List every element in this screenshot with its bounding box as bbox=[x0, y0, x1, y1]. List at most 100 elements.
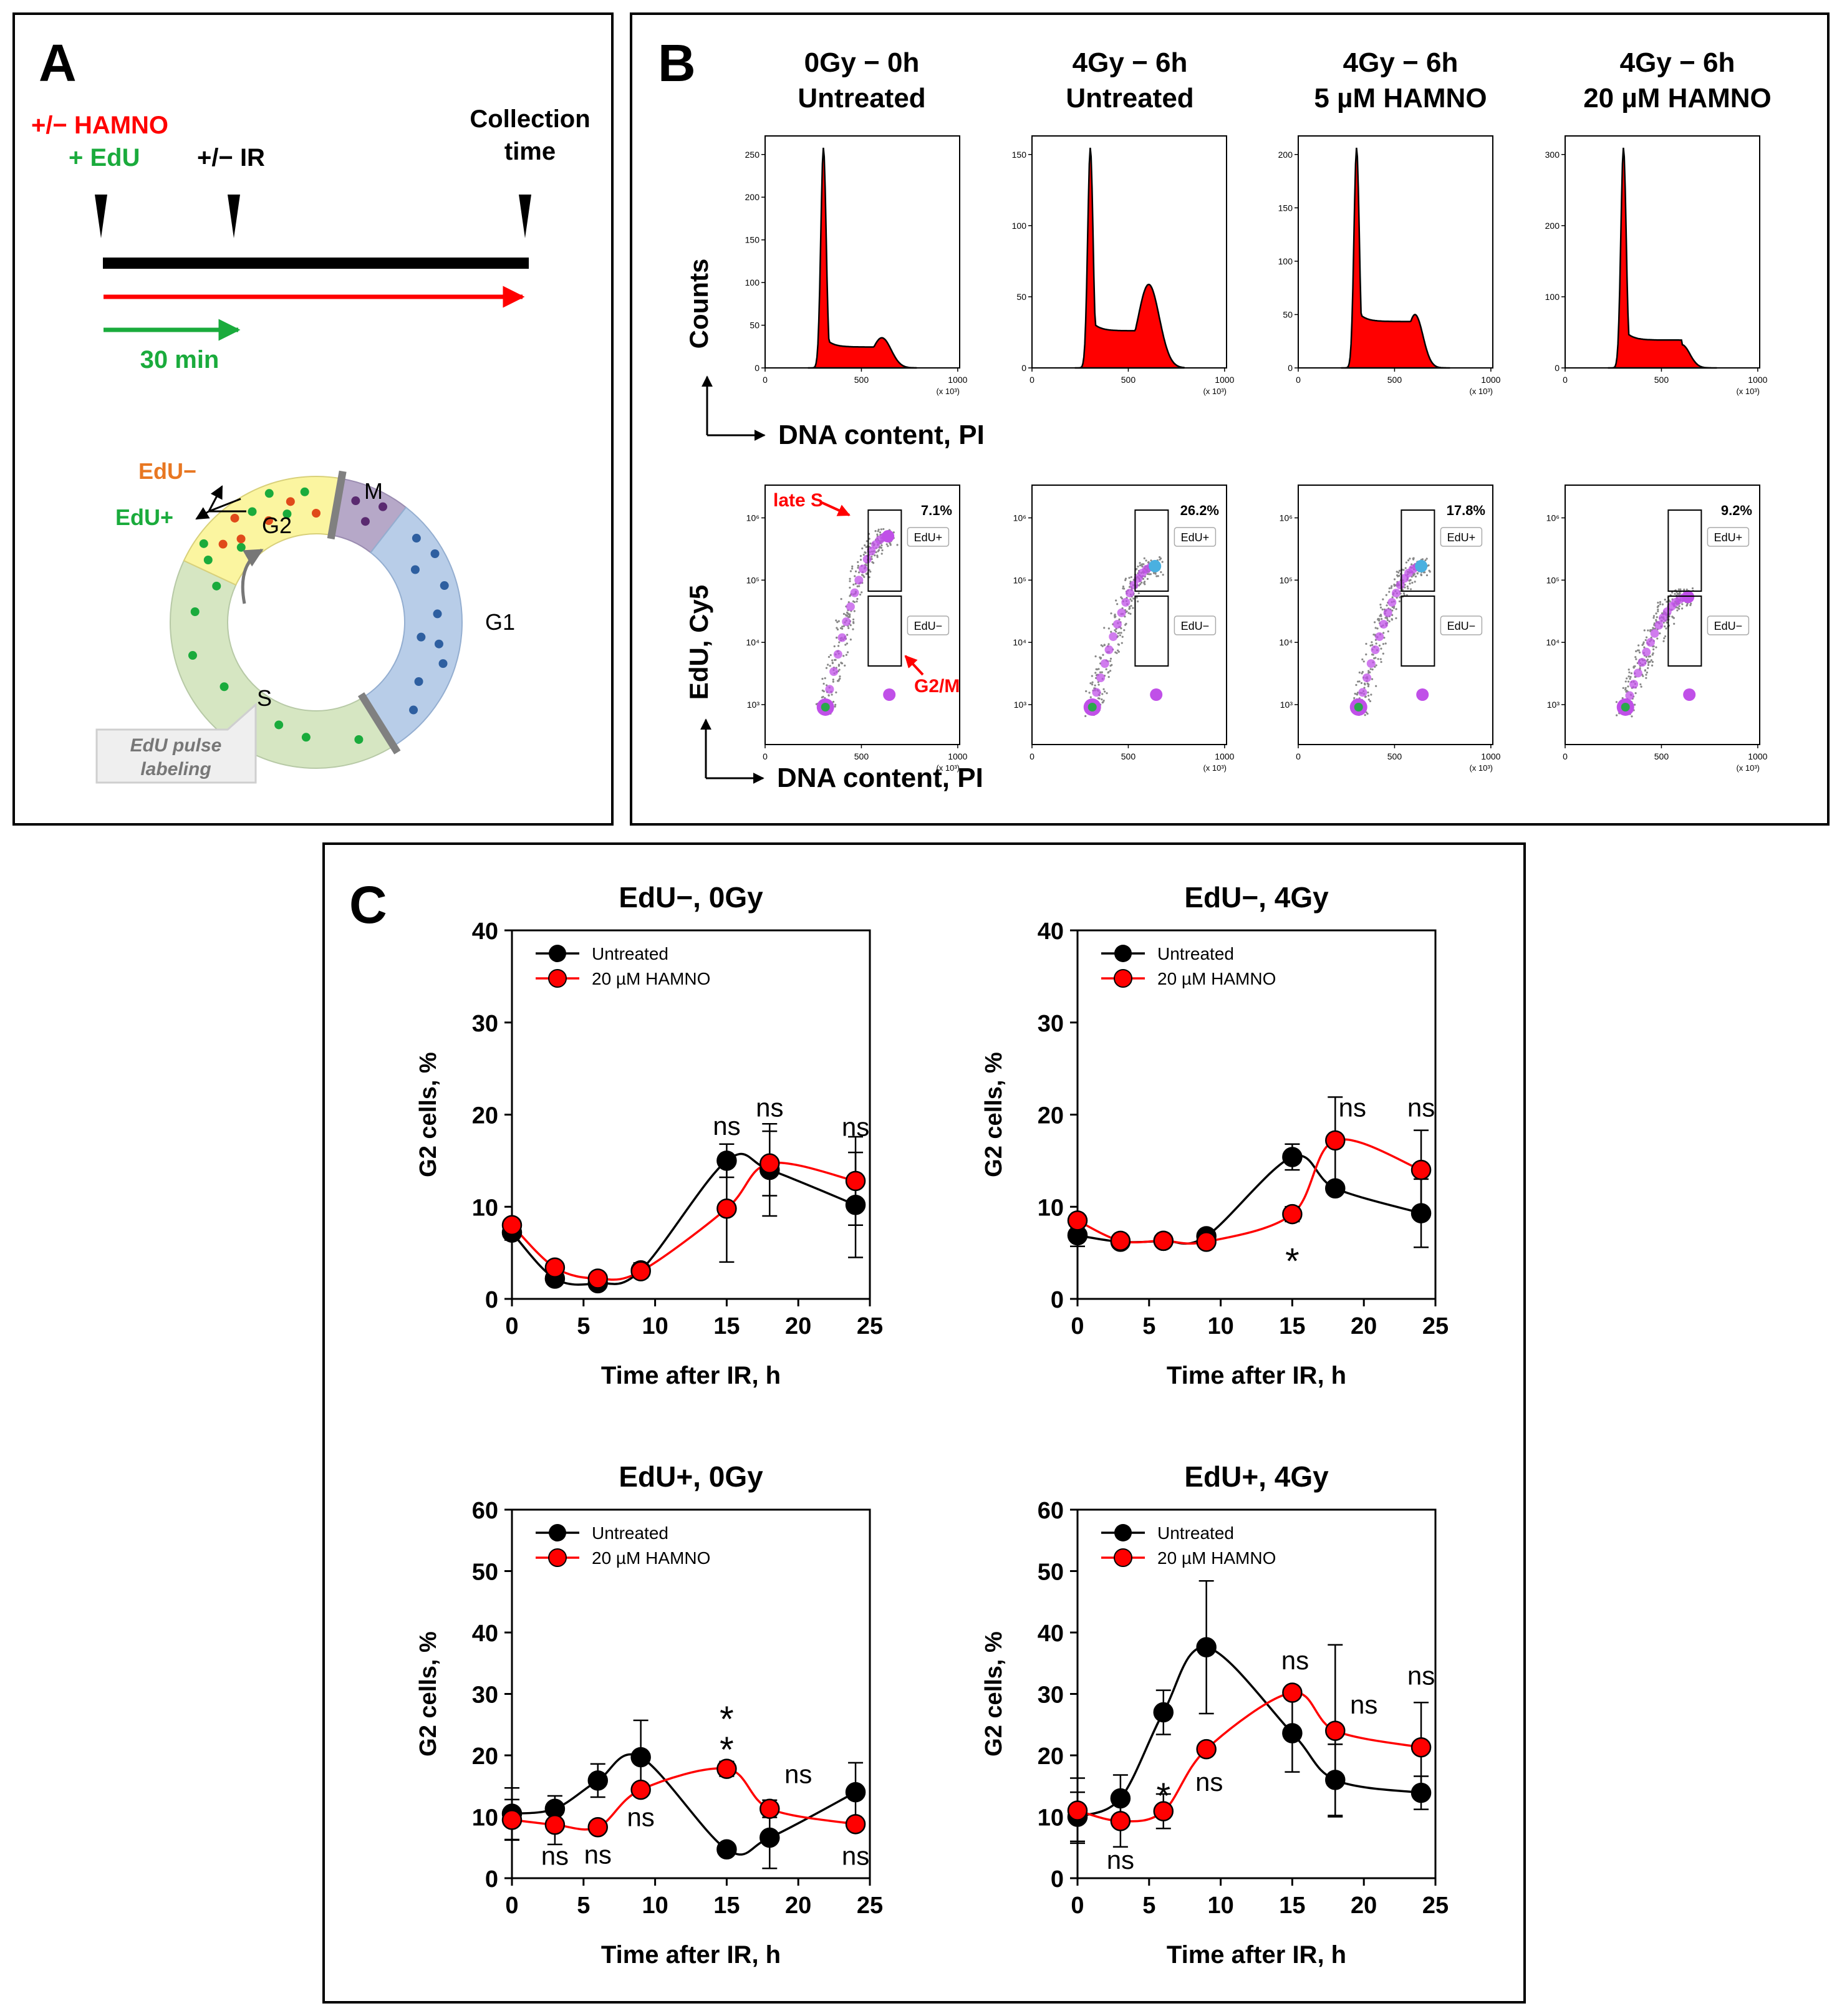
scatter-axes-key: DNA content, PI bbox=[700, 718, 983, 793]
event-density bbox=[1371, 645, 1380, 655]
event-dot bbox=[879, 531, 882, 534]
legend-label-hamno: 20 µM HAMNO bbox=[592, 969, 710, 988]
y-tick-label: 10 bbox=[472, 1805, 498, 1831]
panel-b-column: 4Gy − 6h Untreated 0 50 100 150 0 500 1000 (x 10³… bbox=[1012, 47, 1235, 773]
panel-b-letter: B bbox=[658, 34, 696, 92]
hist-y-tick-label: 200 bbox=[1278, 150, 1293, 160]
scatter-x-tick-label: 1000 bbox=[1748, 751, 1767, 761]
histogram-area bbox=[1074, 147, 1185, 369]
event-dot bbox=[1679, 588, 1682, 591]
callout-line-2: labeling bbox=[140, 759, 211, 779]
cell-dot bbox=[264, 489, 274, 498]
event-dot bbox=[1121, 635, 1124, 638]
event-dot bbox=[827, 655, 831, 658]
late-s-population bbox=[882, 530, 895, 543]
event-dot bbox=[1097, 668, 1100, 670]
data-point bbox=[716, 1150, 737, 1171]
edu-plus-label: EdU+ bbox=[115, 504, 173, 530]
panel-a-letter: A bbox=[39, 34, 77, 92]
event-dot bbox=[856, 597, 859, 600]
event-dot bbox=[1395, 617, 1397, 620]
event-dot bbox=[1391, 619, 1394, 621]
duration-label: 30 min bbox=[140, 346, 219, 374]
event-dot bbox=[1125, 622, 1127, 625]
event-dot bbox=[854, 575, 856, 577]
cell-dot bbox=[264, 516, 273, 525]
event-dot bbox=[1145, 559, 1147, 562]
event-dot bbox=[1369, 644, 1372, 647]
m-label: M bbox=[364, 478, 383, 504]
significance-label: ns bbox=[541, 1841, 569, 1870]
event-dot bbox=[1384, 617, 1387, 619]
event-dot bbox=[1655, 612, 1657, 615]
event-dot bbox=[1652, 615, 1656, 617]
histogram-area bbox=[1341, 147, 1450, 369]
event-dot bbox=[1120, 632, 1122, 634]
event-dot bbox=[868, 538, 870, 540]
series-line bbox=[511, 1162, 856, 1281]
hist-y-tick-label: 0 bbox=[1021, 363, 1026, 373]
hist-y-tick-label: 100 bbox=[1012, 221, 1027, 231]
x-axis-label: Time after IR, h bbox=[1167, 1362, 1346, 1389]
event-dot bbox=[853, 600, 856, 604]
data-point bbox=[1110, 1788, 1131, 1809]
event-dot bbox=[1161, 561, 1164, 563]
data-point bbox=[759, 1827, 780, 1848]
event-dot bbox=[1379, 606, 1382, 609]
hist-y-tick-label: 50 bbox=[1016, 292, 1026, 302]
event-density bbox=[1383, 608, 1392, 617]
scatter-x-tick-label: 1000 bbox=[948, 751, 967, 761]
event-dot bbox=[1424, 559, 1427, 562]
event-dot bbox=[1361, 672, 1363, 675]
event-dot bbox=[1126, 610, 1128, 613]
event-density bbox=[1392, 589, 1401, 598]
x-tick-label: 10 bbox=[1207, 1893, 1233, 1919]
x-tick-label: 20 bbox=[1351, 1313, 1377, 1339]
y-tick-label: 30 bbox=[472, 1682, 498, 1709]
event-dot bbox=[1144, 583, 1146, 586]
event-dot bbox=[1647, 663, 1650, 666]
hamno-label: +/− HAMNO bbox=[31, 112, 168, 139]
event-density bbox=[825, 685, 834, 694]
scatter-x-tick-label: 0 bbox=[1029, 751, 1034, 761]
g1-phase-arc bbox=[362, 506, 463, 747]
scatter-x-tick-label: 500 bbox=[1654, 751, 1669, 761]
g2-population bbox=[1416, 688, 1429, 701]
event-dot bbox=[896, 544, 899, 546]
event-dot bbox=[1390, 587, 1392, 589]
event-dot bbox=[1114, 629, 1116, 632]
data-point bbox=[845, 1814, 866, 1835]
event-dot bbox=[1116, 603, 1119, 605]
event-dot bbox=[1155, 575, 1158, 577]
scatter-cloud bbox=[815, 528, 899, 716]
event-dot bbox=[864, 544, 866, 547]
event-dot bbox=[1122, 587, 1124, 590]
cell-dot bbox=[354, 735, 364, 744]
event-dot bbox=[1101, 698, 1103, 701]
event-dot bbox=[1396, 571, 1398, 573]
legend-label-hamno: 20 µM HAMNO bbox=[1157, 1548, 1276, 1568]
significance-label: ns bbox=[1107, 1845, 1134, 1874]
significance-label: ns bbox=[1339, 1092, 1366, 1122]
event-dot bbox=[1416, 572, 1419, 574]
event-dot bbox=[849, 639, 852, 641]
hist-x-tick-label: 1000 bbox=[1748, 375, 1767, 385]
panel-b-column: 0Gy − 0h Untreated 0 50 100 150 200 250 0 500 1000… bbox=[745, 47, 968, 773]
event-dot bbox=[1381, 608, 1384, 610]
scatter-y-tick-label: 10⁶ bbox=[746, 513, 759, 523]
event-dot bbox=[1628, 671, 1631, 673]
data-point bbox=[1110, 1230, 1131, 1252]
y-tick-label: 30 bbox=[1038, 1011, 1064, 1037]
event-dot bbox=[1647, 655, 1650, 658]
data-point bbox=[1325, 1770, 1346, 1790]
event-dot bbox=[1088, 692, 1091, 694]
event-dot bbox=[836, 637, 838, 639]
event-dot bbox=[1643, 646, 1646, 649]
event-dot bbox=[1676, 592, 1679, 595]
event-density bbox=[1387, 597, 1397, 607]
event-dot bbox=[1393, 584, 1396, 587]
event-dot bbox=[1378, 644, 1381, 647]
event-dot bbox=[1691, 587, 1694, 590]
event-density bbox=[1646, 638, 1655, 647]
scatter-y-tick-label: 10⁴ bbox=[1546, 637, 1560, 647]
